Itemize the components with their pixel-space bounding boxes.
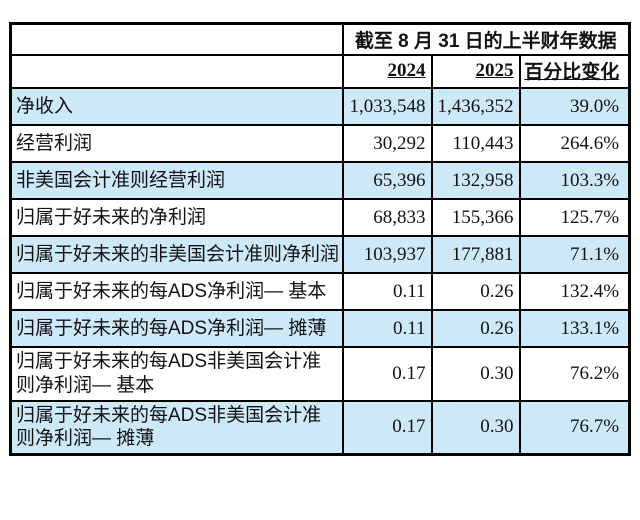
table-row: 归属于好未来的非美国会计准则净利润 103,937 177,881 71.1% — [9, 235, 631, 274]
table-row: 归属于好未来的净利润 68,833 155,366 125.7% — [9, 198, 631, 237]
value-2025: 0.30 — [430, 346, 521, 402]
empty-corner-cell — [9, 22, 344, 56]
value-2024: 65,396 — [341, 161, 433, 200]
value-2024: 68,833 — [341, 198, 433, 237]
value-2025: 0.26 — [430, 272, 521, 311]
value-2025: 155,366 — [430, 198, 521, 237]
row-label: 非美国会计准则经营利润 — [9, 161, 344, 200]
value-2025: 132,958 — [430, 161, 521, 200]
value-2025: 177,881 — [430, 235, 521, 274]
row-label: 归属于好未来的每ADS非美国会计准则净利润— 摊薄 — [9, 399, 344, 456]
value-2024: 0.11 — [341, 309, 433, 348]
row-label: 经营利润 — [9, 124, 344, 163]
value-2024: 1,033,548 — [341, 87, 433, 126]
value-2025: 110,443 — [430, 124, 521, 163]
half-fiscal-year-results-table: 截至 8 月 31 日的上半财年数据 2024 2025 百分比变化 净收入 1… — [9, 22, 632, 456]
pct-change-value: 125.7% — [518, 198, 631, 237]
value-2024: 0.17 — [341, 346, 433, 402]
table-row: 非美国会计准则经营利润 65,396 132,958 103.3% — [9, 161, 631, 200]
row-label: 归属于好未来的净利润 — [9, 198, 344, 237]
table-row: 归属于好未来的每ADS净利润— 摊薄 0.11 0.26 133.1% — [9, 309, 631, 348]
value-2024: 103,937 — [341, 235, 433, 274]
table-row: 经营利润 30,292 110,443 264.6% — [9, 124, 631, 163]
value-2025: 1,436,352 — [430, 87, 521, 126]
row-label: 归属于好未来的每ADS非美国会计准则净利润— 基本 — [9, 346, 344, 402]
pct-change-value: 39.0% — [518, 87, 631, 126]
period-header: 截至 8 月 31 日的上半财年数据 — [341, 22, 631, 56]
table-row: 归属于好未来的每ADS非美国会计准则净利润— 基本 0.17 0.30 76.2… — [9, 346, 631, 402]
pct-change-value: 76.7% — [518, 399, 631, 456]
pct-change-value: 103.3% — [518, 161, 631, 200]
spanning-header-row: 截至 8 月 31 日的上半财年数据 — [9, 22, 631, 56]
column-header-2025: 2025 — [430, 54, 521, 89]
value-2024: 0.17 — [341, 399, 433, 456]
pct-change-value: 132.4% — [518, 272, 631, 311]
row-label: 归属于好未来的非美国会计准则净利润 — [9, 235, 344, 274]
column-header-row: 2024 2025 百分比变化 — [9, 54, 631, 89]
value-2024: 30,292 — [341, 124, 433, 163]
row-label: 净收入 — [9, 87, 344, 126]
pct-change-value: 71.1% — [518, 235, 631, 274]
pct-change-value: 133.1% — [518, 309, 631, 348]
table-row: 归属于好未来的每ADS非美国会计准则净利润— 摊薄 0.17 0.30 76.7… — [9, 399, 631, 456]
table-row: 净收入 1,033,548 1,436,352 39.0% — [9, 87, 631, 126]
column-header-pct-change: 百分比变化 — [518, 54, 631, 89]
value-2025: 0.30 — [430, 399, 521, 456]
table-row: 归属于好未来的每ADS净利润— 基本 0.11 0.26 132.4% — [9, 272, 631, 311]
value-2024: 0.11 — [341, 272, 433, 311]
row-label: 归属于好未来的每ADS净利润— 摊薄 — [9, 309, 344, 348]
column-header-2024: 2024 — [341, 54, 433, 89]
row-label: 归属于好未来的每ADS净利润— 基本 — [9, 272, 344, 311]
empty-header-cell — [9, 54, 344, 89]
pct-change-value: 76.2% — [518, 346, 631, 402]
value-2025: 0.26 — [430, 309, 521, 348]
pct-change-value: 264.6% — [518, 124, 631, 163]
